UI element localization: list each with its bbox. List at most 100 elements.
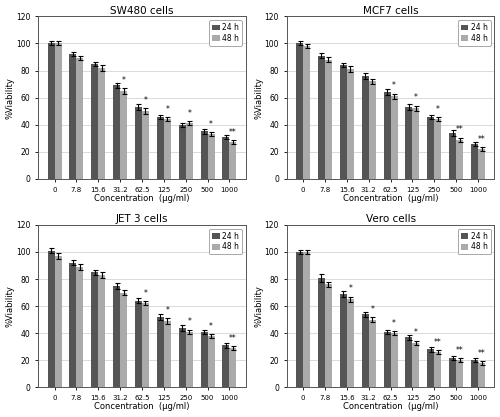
Text: *: * bbox=[187, 317, 191, 327]
Bar bbox=[478, 149, 485, 179]
Bar bbox=[91, 272, 98, 387]
Bar bbox=[91, 64, 98, 179]
Bar bbox=[449, 133, 456, 179]
Bar bbox=[406, 337, 412, 387]
Text: **: ** bbox=[478, 349, 486, 358]
Text: **: ** bbox=[434, 338, 442, 347]
Text: *: * bbox=[414, 328, 418, 337]
Bar bbox=[120, 91, 127, 179]
Bar bbox=[340, 294, 347, 387]
Bar bbox=[347, 69, 354, 179]
Bar bbox=[456, 140, 463, 179]
Legend: 24 h, 48 h: 24 h, 48 h bbox=[209, 20, 242, 46]
Bar bbox=[471, 360, 478, 387]
Text: *: * bbox=[348, 284, 352, 293]
Bar bbox=[434, 352, 442, 387]
Legend: 24 h, 48 h: 24 h, 48 h bbox=[209, 229, 242, 254]
Text: *: * bbox=[122, 76, 126, 85]
Bar bbox=[340, 65, 347, 179]
Title: MCF7 cells: MCF7 cells bbox=[363, 5, 418, 15]
Y-axis label: %Viability: %Viability bbox=[254, 77, 263, 118]
Text: **: ** bbox=[456, 346, 464, 355]
Bar bbox=[384, 92, 390, 179]
Title: SW480 cells: SW480 cells bbox=[110, 5, 174, 15]
Bar bbox=[208, 134, 214, 179]
Bar bbox=[113, 85, 120, 179]
Bar bbox=[456, 360, 463, 387]
Bar bbox=[406, 107, 412, 179]
X-axis label: Concentration  (µg/ml): Concentration (µg/ml) bbox=[94, 402, 190, 412]
Text: *: * bbox=[187, 109, 191, 118]
Bar bbox=[76, 58, 84, 179]
Text: *: * bbox=[392, 319, 396, 328]
Bar bbox=[222, 345, 230, 387]
Bar bbox=[362, 76, 368, 179]
Bar bbox=[98, 275, 105, 387]
X-axis label: Concentration  (µg/ml): Concentration (µg/ml) bbox=[343, 194, 438, 203]
Text: *: * bbox=[144, 289, 148, 298]
Bar bbox=[230, 348, 236, 387]
Text: **: ** bbox=[478, 135, 486, 144]
Bar bbox=[113, 286, 120, 387]
Text: **: ** bbox=[456, 125, 464, 134]
Bar bbox=[164, 119, 171, 179]
Bar bbox=[303, 252, 310, 387]
Bar bbox=[178, 328, 186, 387]
Bar bbox=[296, 252, 303, 387]
Bar bbox=[390, 96, 398, 179]
Bar bbox=[368, 81, 376, 179]
X-axis label: Concentration  (µg/ml): Concentration (µg/ml) bbox=[343, 402, 438, 412]
Bar bbox=[54, 256, 62, 387]
Bar bbox=[303, 46, 310, 179]
Bar bbox=[222, 137, 230, 179]
Bar bbox=[200, 332, 207, 387]
Text: *: * bbox=[144, 96, 148, 105]
Text: *: * bbox=[414, 93, 418, 102]
Text: *: * bbox=[166, 105, 170, 114]
Bar bbox=[135, 301, 142, 387]
Bar bbox=[390, 333, 398, 387]
Bar bbox=[362, 314, 368, 387]
Bar bbox=[142, 304, 149, 387]
Text: *: * bbox=[209, 120, 213, 129]
Bar bbox=[478, 363, 485, 387]
Bar bbox=[186, 332, 192, 387]
Bar bbox=[428, 117, 434, 179]
Bar bbox=[384, 332, 390, 387]
Text: *: * bbox=[436, 105, 440, 114]
Bar bbox=[70, 54, 76, 179]
Bar bbox=[164, 321, 171, 387]
Bar bbox=[48, 43, 54, 179]
Bar bbox=[70, 263, 76, 387]
Legend: 24 h, 48 h: 24 h, 48 h bbox=[458, 20, 490, 46]
Bar bbox=[296, 43, 303, 179]
Bar bbox=[54, 43, 62, 179]
Bar bbox=[157, 317, 164, 387]
Text: *: * bbox=[166, 306, 170, 315]
Y-axis label: %Viability: %Viability bbox=[6, 77, 15, 118]
Bar bbox=[325, 60, 332, 179]
Bar bbox=[186, 123, 192, 179]
Y-axis label: %Viability: %Viability bbox=[6, 285, 15, 327]
Bar bbox=[200, 131, 207, 179]
Bar bbox=[178, 125, 186, 179]
Text: **: ** bbox=[229, 334, 237, 343]
Bar bbox=[48, 251, 54, 387]
Text: *: * bbox=[392, 81, 396, 90]
X-axis label: Concentration  (µg/ml): Concentration (µg/ml) bbox=[94, 194, 190, 203]
Bar bbox=[325, 284, 332, 387]
Legend: 24 h, 48 h: 24 h, 48 h bbox=[458, 229, 490, 254]
Bar bbox=[318, 55, 325, 179]
Bar bbox=[76, 267, 84, 387]
Bar bbox=[318, 278, 325, 387]
Bar bbox=[434, 119, 442, 179]
Bar bbox=[135, 107, 142, 179]
Bar bbox=[412, 108, 420, 179]
Text: **: ** bbox=[229, 128, 237, 137]
Bar bbox=[471, 144, 478, 179]
Bar bbox=[412, 343, 420, 387]
Bar bbox=[347, 299, 354, 387]
Bar bbox=[428, 349, 434, 387]
Bar bbox=[120, 293, 127, 387]
Bar bbox=[230, 142, 236, 179]
